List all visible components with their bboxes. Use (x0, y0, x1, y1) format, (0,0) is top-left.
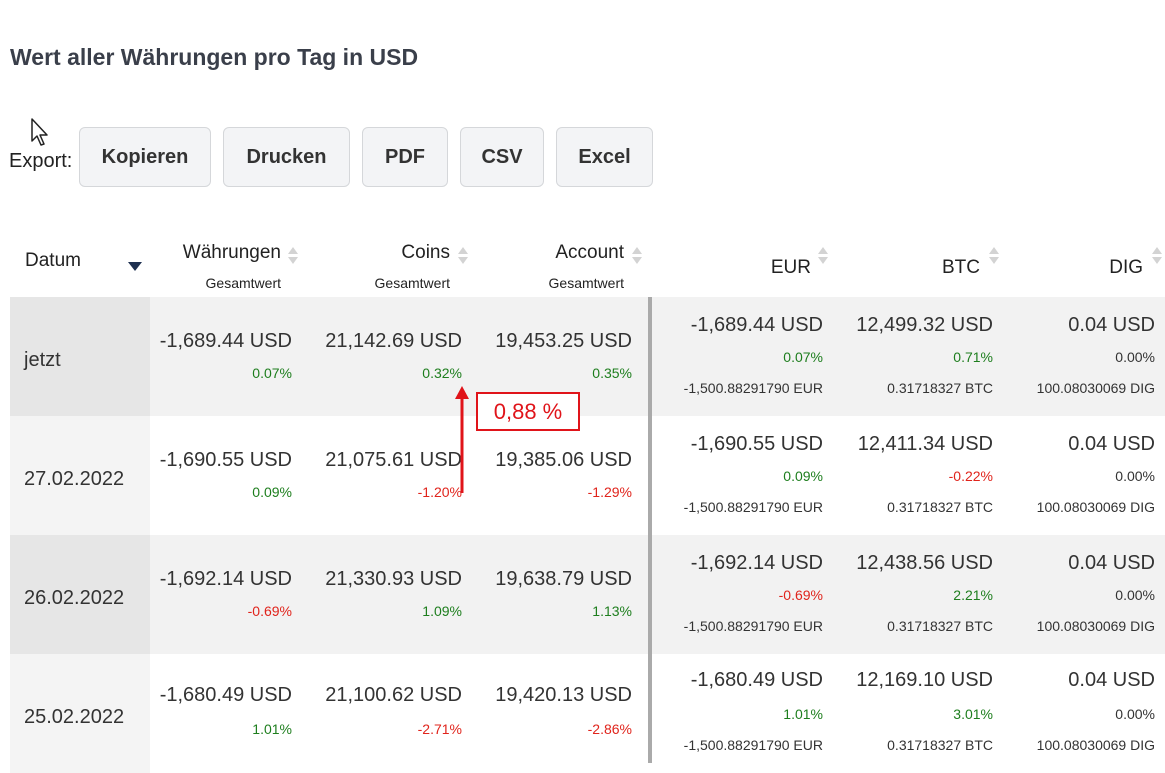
coins-value: 21,100.62 USD (325, 684, 462, 706)
sort-both-icon[interactable] (288, 247, 298, 264)
sort-both-icon[interactable] (818, 247, 828, 264)
coins-pct: 0.32% (422, 365, 462, 381)
dig-pct: 0.00% (1115, 587, 1155, 603)
account-pct: 1.13% (592, 603, 632, 619)
sort-both-icon[interactable] (1152, 247, 1162, 264)
btc-value: 12,438.56 USD (856, 552, 993, 574)
btc-amount: 0.31718327 BTC (887, 380, 993, 396)
sort-desc-icon[interactable] (128, 262, 142, 271)
account-value: 19,385.06 USD (495, 449, 632, 471)
dig-value: 0.04 USD (1068, 433, 1155, 455)
row-date: 25.02.2022 (24, 706, 125, 728)
waehrungen-pct: 1.01% (252, 721, 292, 737)
coins-value: 21,075.61 USD (325, 449, 462, 471)
btc-pct: 2.21% (953, 587, 993, 603)
btc-amount: 0.31718327 BTC (887, 737, 993, 753)
header-coins-sub: Gesamtwert (374, 275, 450, 291)
btc-value: 12,499.32 USD (856, 314, 993, 336)
eur-amount: -1,500.88291790 EUR (683, 380, 823, 396)
account-value: 19,453.25 USD (495, 330, 632, 352)
eur-value: -1,692.14 USD (690, 552, 823, 574)
account-value: 19,638.79 USD (495, 568, 632, 590)
coins-pct: 1.09% (422, 603, 462, 619)
export-label: Export: (9, 150, 73, 172)
eur-value: -1,680.49 USD (690, 669, 823, 691)
print-button[interactable]: Drucken (223, 127, 350, 187)
table-row: 27.02.2022 -1,690.55 USD 0.09% 21,075.61… (10, 416, 1165, 535)
sort-both-icon[interactable] (458, 247, 468, 264)
dig-pct: 0.00% (1115, 349, 1155, 365)
dig-pct: 0.00% (1115, 706, 1155, 722)
btc-pct: 0.71% (953, 349, 993, 365)
coins-value: 21,330.93 USD (325, 568, 462, 590)
header-account-sub: Gesamtwert (548, 275, 624, 291)
waehrungen-value: -1,680.49 USD (159, 684, 292, 706)
excel-button[interactable]: Excel (556, 127, 653, 187)
coins-pct: -2.71% (417, 721, 462, 737)
page-title: Wert aller Währungen pro Tag in USD (10, 44, 419, 70)
annotation-label: 0,88 % (476, 392, 580, 431)
eur-value: -1,690.55 USD (690, 433, 823, 455)
sort-both-icon[interactable] (632, 247, 642, 264)
table-row: 26.02.2022 -1,692.14 USD -0.69% 21,330.9… (10, 535, 1165, 654)
dig-value: 0.04 USD (1068, 314, 1155, 336)
eur-value: -1,689.44 USD (690, 314, 823, 336)
account-pct: 0.35% (592, 365, 632, 381)
btc-pct: 3.01% (953, 706, 993, 722)
dig-amount: 100.08030069 DIG (1036, 499, 1155, 515)
header-waehrungen-sub: Gesamtwert (205, 275, 281, 291)
header-coins[interactable]: Coins (401, 242, 450, 263)
row-date: jetzt (24, 349, 61, 371)
row-date: 27.02.2022 (24, 468, 125, 490)
column-divider (648, 297, 652, 763)
eur-amount: -1,500.88291790 EUR (683, 737, 823, 753)
waehrungen-pct: 0.07% (252, 365, 292, 381)
coins-pct: -1.20% (417, 484, 462, 500)
dig-pct: 0.00% (1115, 468, 1155, 484)
copy-button[interactable]: Kopieren (79, 127, 211, 187)
header-account[interactable]: Account (555, 242, 624, 263)
eur-amount: -1,500.88291790 EUR (683, 499, 823, 515)
dig-value: 0.04 USD (1068, 669, 1155, 691)
account-pct: -2.86% (587, 721, 632, 737)
btc-amount: 0.31718327 BTC (887, 499, 993, 515)
pdf-button[interactable]: PDF (362, 127, 448, 187)
annotation-arrow-icon (455, 386, 469, 493)
header-waehrungen[interactable]: Währungen (182, 242, 281, 263)
eur-pct: 0.07% (783, 349, 823, 365)
eur-amount: -1,500.88291790 EUR (683, 618, 823, 634)
sort-both-icon[interactable] (989, 247, 999, 264)
waehrungen-pct: 0.09% (252, 484, 292, 500)
header-btc[interactable]: BTC (942, 257, 980, 278)
row-date: 26.02.2022 (24, 587, 125, 609)
csv-button[interactable]: CSV (460, 127, 544, 187)
table-row: jetzt -1,689.44 USD 0.07% 21,142.69 USD … (10, 297, 1165, 416)
btc-amount: 0.31718327 BTC (887, 618, 993, 634)
waehrungen-value: -1,689.44 USD (159, 330, 292, 352)
eur-pct: 1.01% (783, 706, 823, 722)
waehrungen-pct: -0.69% (247, 603, 292, 619)
dig-amount: 100.08030069 DIG (1036, 618, 1155, 634)
dig-amount: 100.08030069 DIG (1036, 737, 1155, 753)
header-dig[interactable]: DIG (1109, 257, 1143, 278)
btc-value: 12,169.10 USD (856, 669, 993, 691)
header-eur[interactable]: EUR (770, 257, 811, 278)
btc-value: 12,411.34 USD (857, 433, 993, 455)
waehrungen-value: -1,690.55 USD (159, 449, 292, 471)
coins-value: 21,142.69 USD (325, 330, 462, 352)
account-value: 19,420.13 USD (495, 684, 632, 706)
mouse-pointer-icon (31, 118, 48, 146)
table-row: 25.02.2022 -1,680.49 USD 1.01% 21,100.62… (10, 654, 1165, 773)
header-datum[interactable]: Datum (25, 250, 81, 271)
eur-pct: -0.69% (778, 587, 823, 603)
waehrungen-value: -1,692.14 USD (159, 568, 292, 590)
account-pct: -1.29% (587, 484, 632, 500)
dig-value: 0.04 USD (1068, 552, 1155, 574)
eur-pct: 0.09% (783, 468, 823, 484)
dig-amount: 100.08030069 DIG (1036, 380, 1155, 396)
btc-pct: -0.22% (948, 468, 993, 484)
